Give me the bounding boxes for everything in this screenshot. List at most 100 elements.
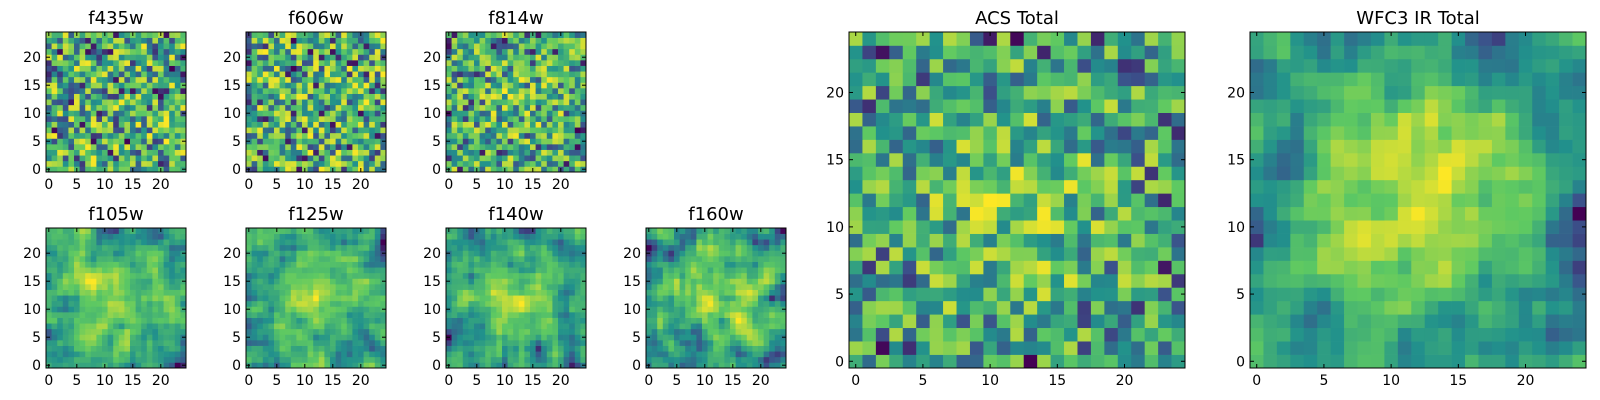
heatmap-cell [90, 88, 97, 94]
heatmap-cell [563, 110, 570, 117]
heatmap-cell [251, 149, 258, 156]
heatmap-cell [307, 239, 314, 246]
heatmap-cell [169, 166, 176, 173]
heatmap-cell [285, 306, 292, 313]
heatmap-cell [251, 306, 258, 313]
heatmap-cell [535, 312, 542, 318]
heatmap-cell [62, 317, 69, 324]
heatmap-cell [158, 149, 164, 156]
heatmap-cell [574, 166, 581, 173]
heatmap-cell [85, 345, 92, 352]
heatmap-cell [352, 104, 359, 111]
heatmap-cell [718, 356, 725, 363]
heatmap-cell [313, 317, 320, 324]
heatmap-cell [51, 256, 58, 262]
heatmap-cell [174, 295, 181, 302]
heatmap-cell [679, 317, 686, 324]
heatmap-cell [758, 289, 764, 296]
heatmap-cell [163, 306, 170, 313]
heatmap-cell [690, 284, 697, 290]
heatmap-cell [135, 250, 142, 257]
heatmap-cell [141, 116, 148, 122]
heatmap-cell [152, 149, 159, 156]
heatmap-cell [74, 76, 80, 83]
heatmap-cell [274, 244, 280, 251]
heatmap-cell [758, 328, 764, 335]
heatmap-cell [380, 144, 387, 150]
heatmap-cell [546, 228, 553, 234]
heatmap-cell [274, 160, 280, 167]
heatmap-cell [174, 323, 181, 330]
heatmap-cell [657, 362, 664, 369]
heatmap-cell [279, 160, 286, 167]
heatmap-cell [251, 250, 258, 257]
heatmap-cell [479, 160, 486, 167]
heatmap-cell [163, 272, 170, 279]
heatmap-cell [651, 295, 658, 302]
heatmap-cell [358, 48, 364, 55]
heatmap-cell [496, 256, 503, 262]
heatmap-cell [862, 152, 877, 167]
heatmap-cell [102, 76, 108, 83]
heatmap-cell [496, 244, 503, 251]
heatmap-cell [569, 300, 576, 307]
heatmap-cell [524, 54, 531, 61]
heatmap-cell [651, 317, 658, 324]
heatmap-cell [268, 323, 275, 330]
heatmap-cell [724, 228, 731, 234]
heatmap-cell [457, 256, 464, 262]
heatmap-cell [457, 149, 464, 156]
heatmap-cell [358, 82, 364, 89]
heatmap-cell [68, 116, 75, 122]
heatmap-cell [541, 334, 548, 341]
heatmap-cell [257, 149, 264, 156]
heatmap-cell [335, 48, 342, 55]
heatmap-cell [74, 239, 80, 246]
heatmap-cell [535, 54, 542, 61]
heatmap-cell [290, 239, 297, 246]
heatmap-cell [674, 345, 680, 352]
heatmap-cell [180, 323, 187, 330]
heatmap-cell [285, 351, 292, 358]
heatmap-cell [341, 351, 348, 358]
heatmap-cell [507, 144, 514, 150]
heatmap-cell [246, 323, 252, 330]
heatmap-cell [279, 306, 286, 313]
heatmap-cell [279, 121, 286, 128]
heatmap-cell [490, 233, 497, 240]
heatmap-cell [46, 295, 52, 302]
heatmap-cell [451, 149, 458, 156]
heatmap-cell [341, 256, 348, 262]
heatmap-cell [468, 300, 475, 307]
heatmap-cell [85, 323, 92, 330]
heatmap-cell [741, 295, 748, 302]
heatmap-cell [85, 295, 92, 302]
heatmap-cell [85, 351, 92, 358]
heatmap-cell [257, 76, 264, 83]
heatmap-cell [96, 256, 103, 262]
heatmap-cell [468, 144, 475, 150]
heatmap-cell [285, 82, 292, 89]
heatmap-cell [335, 132, 342, 139]
heatmap-cell [307, 76, 314, 83]
heatmap-cell [462, 93, 469, 100]
heatmap-cell [546, 155, 553, 162]
heatmap-cell [969, 193, 984, 208]
heatmap-cell [346, 250, 353, 257]
x-tick-label: 20 [152, 177, 170, 193]
heatmap-cell [746, 284, 753, 290]
heatmap-cell [118, 32, 125, 38]
heatmap-cell [79, 312, 86, 318]
heatmap-cell [279, 60, 286, 66]
heatmap-cell [130, 110, 136, 117]
heatmap-cell [875, 220, 890, 234]
x-tick-label: 10 [296, 373, 314, 389]
heatmap-cell [268, 340, 275, 346]
heatmap-cell [702, 323, 708, 330]
heatmap-cell [363, 76, 370, 83]
heatmap-cell [518, 110, 525, 117]
heatmap-cell [718, 278, 725, 285]
heatmap-cell [51, 116, 58, 122]
heatmap-cell [563, 356, 570, 363]
heatmap-cell [68, 65, 75, 72]
